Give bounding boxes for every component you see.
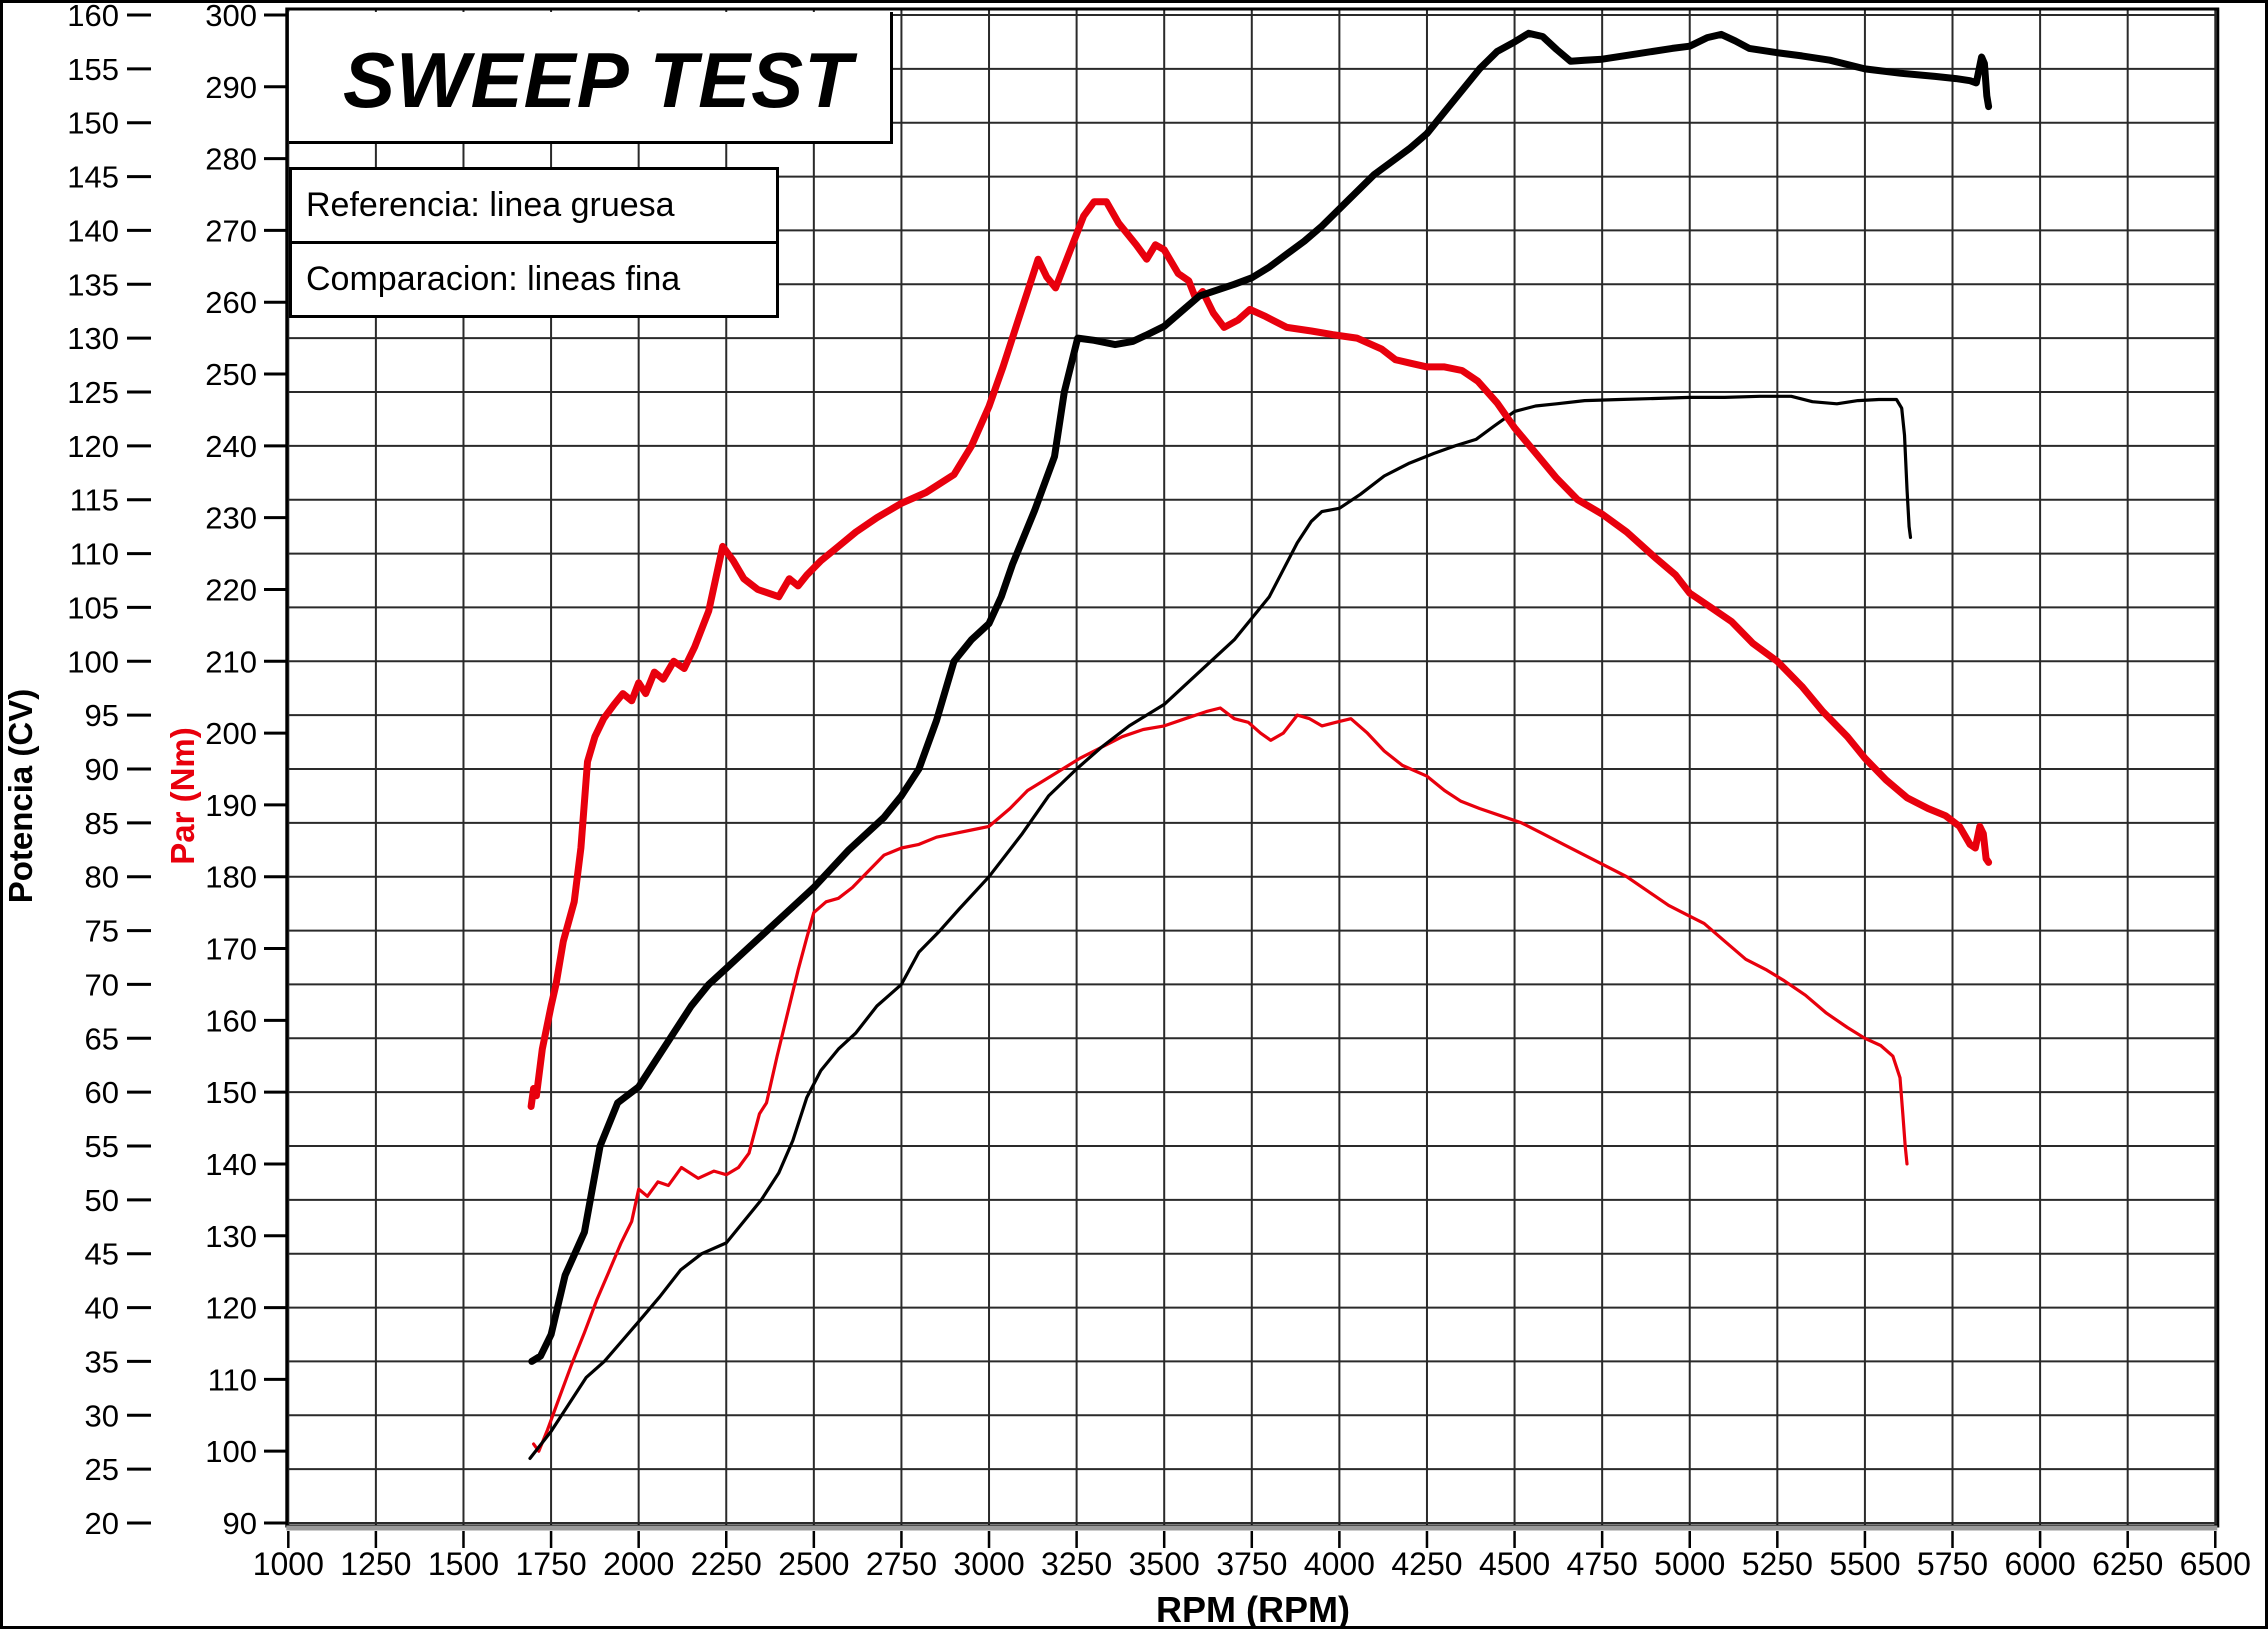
y-power-tick-label: 125 <box>67 375 119 410</box>
y-torque-tick-label: 120 <box>205 1291 257 1326</box>
y-power-tick-label: 60 <box>85 1075 119 1110</box>
x-tick-label: 3250 <box>1041 1546 1112 1582</box>
y-power-tick-label: 85 <box>85 806 119 841</box>
x-tick-label: 4750 <box>1567 1546 1638 1582</box>
y-torque-tick-label: 270 <box>205 213 257 248</box>
x-tick-label: 2500 <box>778 1546 849 1582</box>
y-torque-tick-label: 140 <box>205 1147 257 1182</box>
legend-item-referencia: Referencia: linea gruesa <box>289 167 779 244</box>
x-tick-label: 1250 <box>340 1546 411 1582</box>
y-torque-tick-label: 200 <box>205 716 257 751</box>
y-torque-tick-label: 180 <box>205 860 257 895</box>
y-torque-tick-label: 130 <box>205 1219 257 1254</box>
y-torque-tick-label: 210 <box>205 644 257 679</box>
y-power-tick-label: 50 <box>85 1183 119 1218</box>
x-tick-label: 5250 <box>1742 1546 1813 1582</box>
x-tick-label: 5750 <box>1917 1546 1988 1582</box>
y-power-tick-label: 100 <box>67 644 119 679</box>
y-power-tick-label: 110 <box>70 537 119 572</box>
y-torque-tick-label: 300 <box>205 3 257 33</box>
y-power-tick-label: 105 <box>67 590 119 625</box>
y-power-tick-label: 95 <box>85 698 119 733</box>
y-power-tick-label: 20 <box>85 1506 119 1541</box>
y-axis-title-power: Potencia (CV) <box>2 688 39 904</box>
title-box <box>289 12 893 144</box>
chart-plot-area: 1000 1250 1500 1750 2000 2250 2500 2750 3000 3250… <box>67 3 2251 1582</box>
y-power-tick-label: 25 <box>85 1452 119 1487</box>
legend-item-comparacion: Comparacion: lineas fina <box>289 241 779 318</box>
x-tick-label: 3750 <box>1216 1546 1287 1582</box>
y-power-tick-label: 135 <box>67 267 119 302</box>
x-tick-label: 6250 <box>2092 1546 2163 1582</box>
y-power-tick-label: 65 <box>85 1021 119 1056</box>
y-torque-tick-label: 160 <box>205 1003 257 1038</box>
y-power-tick-label: 55 <box>85 1129 119 1164</box>
y-power-tick-label: 155 <box>67 52 119 87</box>
y-torque-tick-label: 100 <box>205 1434 257 1469</box>
x-tick-label: 2000 <box>603 1546 674 1582</box>
y-power-tick-label: 140 <box>67 213 119 248</box>
y-power-tick-label: 35 <box>85 1344 119 1379</box>
x-tick-label: 5500 <box>1829 1546 1900 1582</box>
y-power-tick-label: 150 <box>67 106 119 141</box>
y-power-tick-label: 70 <box>85 967 119 1002</box>
y-power-tick-label: 160 <box>67 3 119 33</box>
x-tick-label: 1000 <box>253 1546 324 1582</box>
x-tick-label: 4250 <box>1391 1546 1462 1582</box>
y-torque-tick-label: 170 <box>205 932 257 967</box>
y-power-tick-label: 145 <box>67 160 119 195</box>
x-tick-label: 6500 <box>2180 1546 2251 1582</box>
x-tick-label: 1750 <box>515 1546 586 1582</box>
y-torque-tick-label: 280 <box>205 142 257 177</box>
x-tick-label: 1500 <box>428 1546 499 1582</box>
y-power-tick-label: 75 <box>85 914 119 949</box>
y-torque-tick-label: 290 <box>205 70 257 105</box>
curve-comparacion_par <box>531 706 1909 1453</box>
y-torque-tick-label: 90 <box>223 1506 257 1541</box>
y-power-tick-label: 80 <box>85 860 119 895</box>
y-torque-tick-label: 220 <box>205 572 257 607</box>
x-tick-label: 5000 <box>1654 1546 1725 1582</box>
x-tick-label: 4500 <box>1479 1546 1550 1582</box>
y-power-tick-label: 45 <box>85 1237 119 1272</box>
x-tick-label: 4000 <box>1304 1546 1375 1582</box>
curve-comparacion_potencia <box>528 394 1913 1461</box>
x-axis-title: RPM (RPM) <box>1156 1589 1350 1629</box>
y-power-tick-label: 90 <box>85 752 119 787</box>
y-power-tick-label: 40 <box>85 1291 119 1326</box>
y-torque-tick-label: 190 <box>205 788 257 823</box>
y-axis-title-torque: Par (Nm) <box>164 727 201 865</box>
y-power-tick-label: 120 <box>67 429 119 464</box>
y-torque-tick-label: 260 <box>205 285 257 320</box>
y-power-tick-label: 30 <box>85 1398 119 1433</box>
x-tick-label: 6000 <box>2005 1546 2076 1582</box>
x-tick-label: 3000 <box>953 1546 1024 1582</box>
y-power-tick-label: 130 <box>67 321 119 356</box>
y-torque-tick-label: 150 <box>205 1075 257 1110</box>
legend: Referencia: linea gruesa Comparacion: li… <box>289 167 779 318</box>
y-torque-tick-label: 250 <box>205 357 257 392</box>
curve-referencia_par <box>527 198 1993 1110</box>
x-tick-label: 3500 <box>1129 1546 1200 1582</box>
x-tick-label: 2250 <box>691 1546 762 1582</box>
x-tick-label: 2750 <box>866 1546 937 1582</box>
y-torque-tick-label: 230 <box>205 501 257 536</box>
curve-referencia_potencia <box>528 29 1993 1365</box>
y-power-tick-label: 115 <box>70 483 119 518</box>
y-torque-tick-label: 110 <box>208 1362 257 1397</box>
chart-title: SWEEP TEST <box>343 35 853 124</box>
y-torque-tick-label: 240 <box>205 429 257 464</box>
